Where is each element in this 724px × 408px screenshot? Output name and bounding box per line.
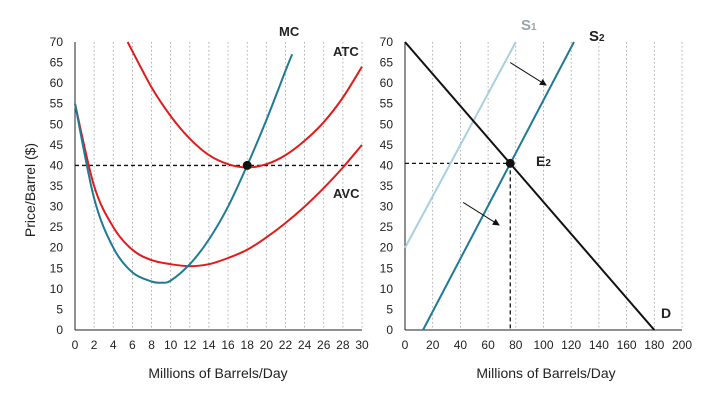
y-tick-label: 20 xyxy=(50,241,64,255)
x-tick-label: 40 xyxy=(454,338,468,352)
y-tick-label: 65 xyxy=(50,56,64,70)
y-tick-label: 60 xyxy=(380,76,394,90)
x-tick-label: 10 xyxy=(164,338,178,352)
y-tick-label: 40 xyxy=(50,158,64,172)
x-tick-label: 2 xyxy=(91,338,98,352)
y-tick-label: 30 xyxy=(50,200,64,214)
y-tick-label: 65 xyxy=(380,56,394,70)
y-tick-label: 0 xyxy=(386,323,393,337)
shift-arrow xyxy=(509,62,547,86)
y-tick-label: 35 xyxy=(380,179,394,193)
mc-label: MC xyxy=(279,24,300,39)
y-tick-label: 50 xyxy=(50,117,64,131)
x-tick-label: 28 xyxy=(336,338,350,352)
x-tick-label: 16 xyxy=(221,338,235,352)
right-y-tick-labels: 0 5 10 15 20 25 30 35 40 45 50 55 60 65 70 xyxy=(380,35,394,337)
s2-label-main: S xyxy=(589,28,599,45)
s2-label-sub: 2 xyxy=(599,33,605,44)
x-tick-label: 4 xyxy=(110,338,117,352)
s2-supply-curve xyxy=(422,41,575,331)
shift-arrow xyxy=(462,202,500,226)
x-tick-label: 200 xyxy=(672,338,692,352)
y-tick-label: 55 xyxy=(50,97,64,111)
y-tick-label: 40 xyxy=(380,158,394,172)
y-tick-label: 15 xyxy=(50,261,64,275)
left-y-axis-label: Price/Barrel ($) xyxy=(22,143,38,237)
x-tick-label: 100 xyxy=(533,338,553,352)
y-tick-label: 55 xyxy=(380,97,394,111)
x-tick-label: 180 xyxy=(644,338,664,352)
right-x-axis-label: Millions of Barrels/Day xyxy=(476,365,615,381)
s1-label-main: S xyxy=(521,17,531,34)
y-tick-label: 0 xyxy=(56,323,63,337)
x-tick-label: 20 xyxy=(260,338,274,352)
x-tick-label: 22 xyxy=(279,338,293,352)
atc-label: ATC xyxy=(333,44,359,59)
x-tick-label: 80 xyxy=(509,338,523,352)
s1-label-sub: 1 xyxy=(531,22,537,33)
y-tick-label: 70 xyxy=(50,35,64,49)
x-tick-label: 120 xyxy=(561,338,581,352)
x-tick-label: 160 xyxy=(617,338,637,352)
y-tick-label: 15 xyxy=(380,261,394,275)
equilibrium-point xyxy=(242,160,252,170)
left-x-axis-label: Millions of Barrels/Day xyxy=(148,365,287,381)
right-guide-lines xyxy=(405,162,511,330)
left-y-tick-labels: 0 5 10 15 20 25 30 35 40 45 50 55 60 65 70 xyxy=(50,35,64,337)
x-tick-label: 60 xyxy=(481,338,495,352)
atc-curve xyxy=(126,41,363,169)
e2-label: E2 xyxy=(536,153,551,169)
y-tick-label: 50 xyxy=(380,117,394,131)
y-tick-label: 10 xyxy=(380,282,394,296)
right-x-tick-labels: 0 20 40 60 80 100 120 140 160 180 200 xyxy=(402,338,693,352)
y-tick-label: 5 xyxy=(386,302,393,316)
y-tick-label: 25 xyxy=(380,220,394,234)
avc-label: AVC xyxy=(333,186,360,201)
right-equilibrium-points xyxy=(505,158,515,168)
x-tick-label: 18 xyxy=(241,338,255,352)
x-tick-label: 14 xyxy=(202,338,216,352)
y-tick-label: 60 xyxy=(50,76,64,90)
left-equilibrium-points xyxy=(242,160,252,170)
y-tick-label: 35 xyxy=(50,179,64,193)
e2-label-main: E xyxy=(536,153,545,169)
avc-curve xyxy=(74,103,363,268)
s1-label: S1 xyxy=(521,17,537,34)
x-tick-label: 0 xyxy=(72,338,79,352)
demand-label: D xyxy=(661,305,671,321)
y-tick-label: 20 xyxy=(380,241,394,255)
s1-supply-curve xyxy=(404,41,517,249)
x-tick-label: 140 xyxy=(589,338,609,352)
x-tick-label: 20 xyxy=(426,338,440,352)
y-tick-label: 5 xyxy=(56,302,63,316)
left-gridlines xyxy=(93,42,363,330)
y-tick-label: 70 xyxy=(380,35,394,49)
x-tick-label: 26 xyxy=(317,338,331,352)
x-tick-label: 30 xyxy=(355,338,369,352)
equilibrium-point xyxy=(505,158,515,168)
mc-curve xyxy=(74,53,294,284)
right-gridlines xyxy=(432,42,683,330)
y-tick-label: 45 xyxy=(50,138,64,152)
x-tick-label: 0 xyxy=(402,338,409,352)
e2-label-sub: 2 xyxy=(545,158,551,169)
x-tick-label: 6 xyxy=(129,338,136,352)
x-tick-label: 12 xyxy=(183,338,197,352)
demand-curve xyxy=(404,41,656,331)
shift-arrows xyxy=(462,62,547,226)
y-tick-label: 30 xyxy=(380,200,394,214)
y-tick-label: 25 xyxy=(50,220,64,234)
y-tick-label: 45 xyxy=(380,138,394,152)
y-tick-label: 10 xyxy=(50,282,64,296)
x-tick-label: 8 xyxy=(148,338,155,352)
s2-label: S2 xyxy=(589,28,605,45)
left-x-tick-labels: 0 2 4 6 8 10 12 14 16 18 20 22 24 26 28 30 xyxy=(72,338,369,352)
x-tick-label: 24 xyxy=(298,338,312,352)
